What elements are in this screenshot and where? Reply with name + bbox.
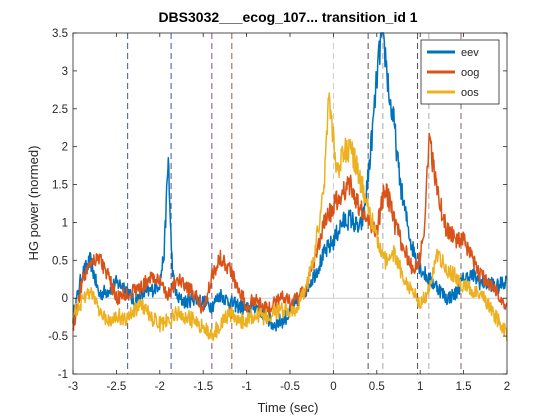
series-lines: [72, 32, 508, 342]
y-tick-label: 3.5: [52, 28, 68, 40]
legend: eev oog oos: [420, 39, 500, 105]
x-tick-label: 2: [504, 381, 510, 393]
y-tick-label: 2.5: [52, 104, 68, 116]
x-tick-label: 1: [417, 381, 423, 393]
legend-label-oos: oos: [461, 87, 479, 99]
legend-label-oog: oog: [461, 67, 479, 79]
x-axis-label: Time (sec): [258, 400, 319, 415]
series-line-oog: [72, 132, 508, 332]
y-tick-label: 1.5: [52, 180, 68, 192]
x-tick-label: -1: [241, 381, 251, 393]
y-tick-label: -0.5: [48, 331, 68, 343]
y-tick-label: 0.5: [52, 255, 68, 267]
y-tick-label: -1: [58, 369, 68, 381]
x-tick-label: 0: [330, 381, 336, 393]
y-axis-ticks: -1 -0.5 0 0.5 1 1.5 2 2.5 3 3.5: [48, 28, 507, 381]
x-tick-label: -3: [68, 381, 78, 393]
legend-label-eev: eev: [461, 47, 479, 59]
series-line-oos: [72, 92, 508, 342]
y-tick-label: 3: [62, 66, 68, 78]
y-tick-label: 0: [62, 293, 68, 305]
y-axis-label: HG power (normed): [26, 146, 41, 261]
x-tick-label: -1.5: [193, 381, 213, 393]
series-line-eev: [72, 32, 508, 332]
x-tick-label: -2: [155, 381, 165, 393]
chart-title: DBS3032___ecog_107... transition_id 1: [158, 9, 417, 25]
x-tick-label: -2.5: [106, 381, 126, 393]
y-tick-label: 2: [62, 142, 68, 154]
x-tick-label: 1.5: [456, 381, 472, 393]
x-tick-label: 0.5: [369, 381, 385, 393]
x-axis-ticks: -3 -2.5 -2 -1.5 -1 -0.5 0 0.5 1 1.5 2: [68, 33, 510, 393]
y-tick-label: 1: [62, 217, 68, 229]
x-tick-label: -0.5: [280, 381, 300, 393]
